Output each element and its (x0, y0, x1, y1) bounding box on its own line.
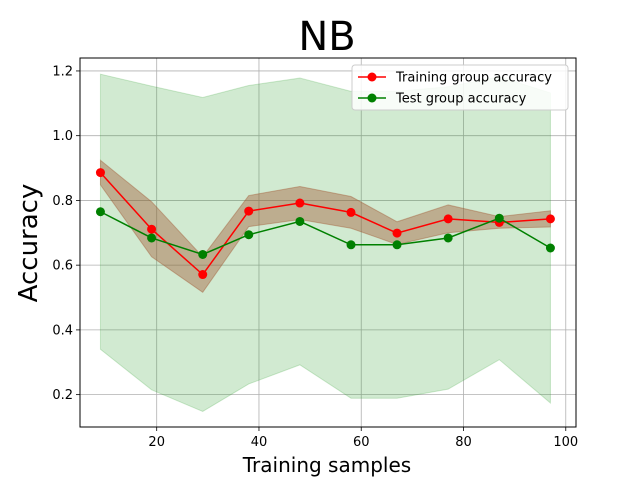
x-tick-label: 100 (553, 435, 578, 450)
y-axis-label: Accuracy (14, 184, 44, 303)
y-tick-label: 1.2 (52, 64, 73, 79)
data-point-training (346, 207, 356, 217)
y-tick-label: 1.0 (52, 129, 73, 144)
legend-marker-training (367, 72, 377, 82)
legend-box (351, 64, 569, 111)
data-point-test (147, 233, 157, 243)
data-point-training (545, 214, 555, 224)
y-tick-label: 0.8 (52, 194, 73, 209)
x-tick-label: 80 (455, 435, 472, 450)
data-point-training (147, 224, 157, 234)
legend-label-training: Training group accuracy (395, 71, 552, 86)
data-point-training (95, 168, 105, 178)
plot-frame (79, 57, 577, 428)
data-point-test (198, 249, 208, 259)
axis-ticks: 20 40 60 80 100 0.2 0.4 0.6 0.8 1.0 1.2 (52, 64, 578, 450)
y-tick-label: 0.6 (52, 259, 73, 274)
x-tick-label: 20 (148, 435, 165, 450)
grid (80, 58, 576, 427)
data-point-training (198, 270, 208, 280)
data-point-test (443, 233, 453, 243)
series-line-training (99, 172, 551, 276)
data-point-test (95, 207, 105, 217)
data-point-test (494, 213, 504, 223)
x-tick-label: 60 (353, 435, 370, 450)
x-axis-label: Training samples (242, 453, 411, 477)
legend-marker-test (367, 93, 377, 103)
band-test (99, 73, 551, 413)
y-tick-label: 0.2 (52, 388, 73, 403)
data-point-test (244, 230, 254, 240)
data-point-test (295, 216, 305, 226)
data-point-test (346, 240, 356, 250)
data-point-training (244, 206, 254, 216)
series-lines (95, 168, 555, 280)
data-point-training (392, 228, 402, 238)
data-point-training (295, 198, 305, 208)
y-tick-label: 0.4 (52, 323, 73, 338)
data-point-training (443, 214, 453, 224)
legend-label-test: Test group accuracy (395, 92, 527, 107)
x-tick-label: 40 (251, 435, 268, 450)
chart-title: NB (298, 14, 355, 60)
series-line-test (100, 211, 551, 256)
data-point-test (392, 240, 402, 250)
data-point-test (545, 243, 555, 253)
legend: Training group accuracy Test group accura… (351, 64, 569, 111)
